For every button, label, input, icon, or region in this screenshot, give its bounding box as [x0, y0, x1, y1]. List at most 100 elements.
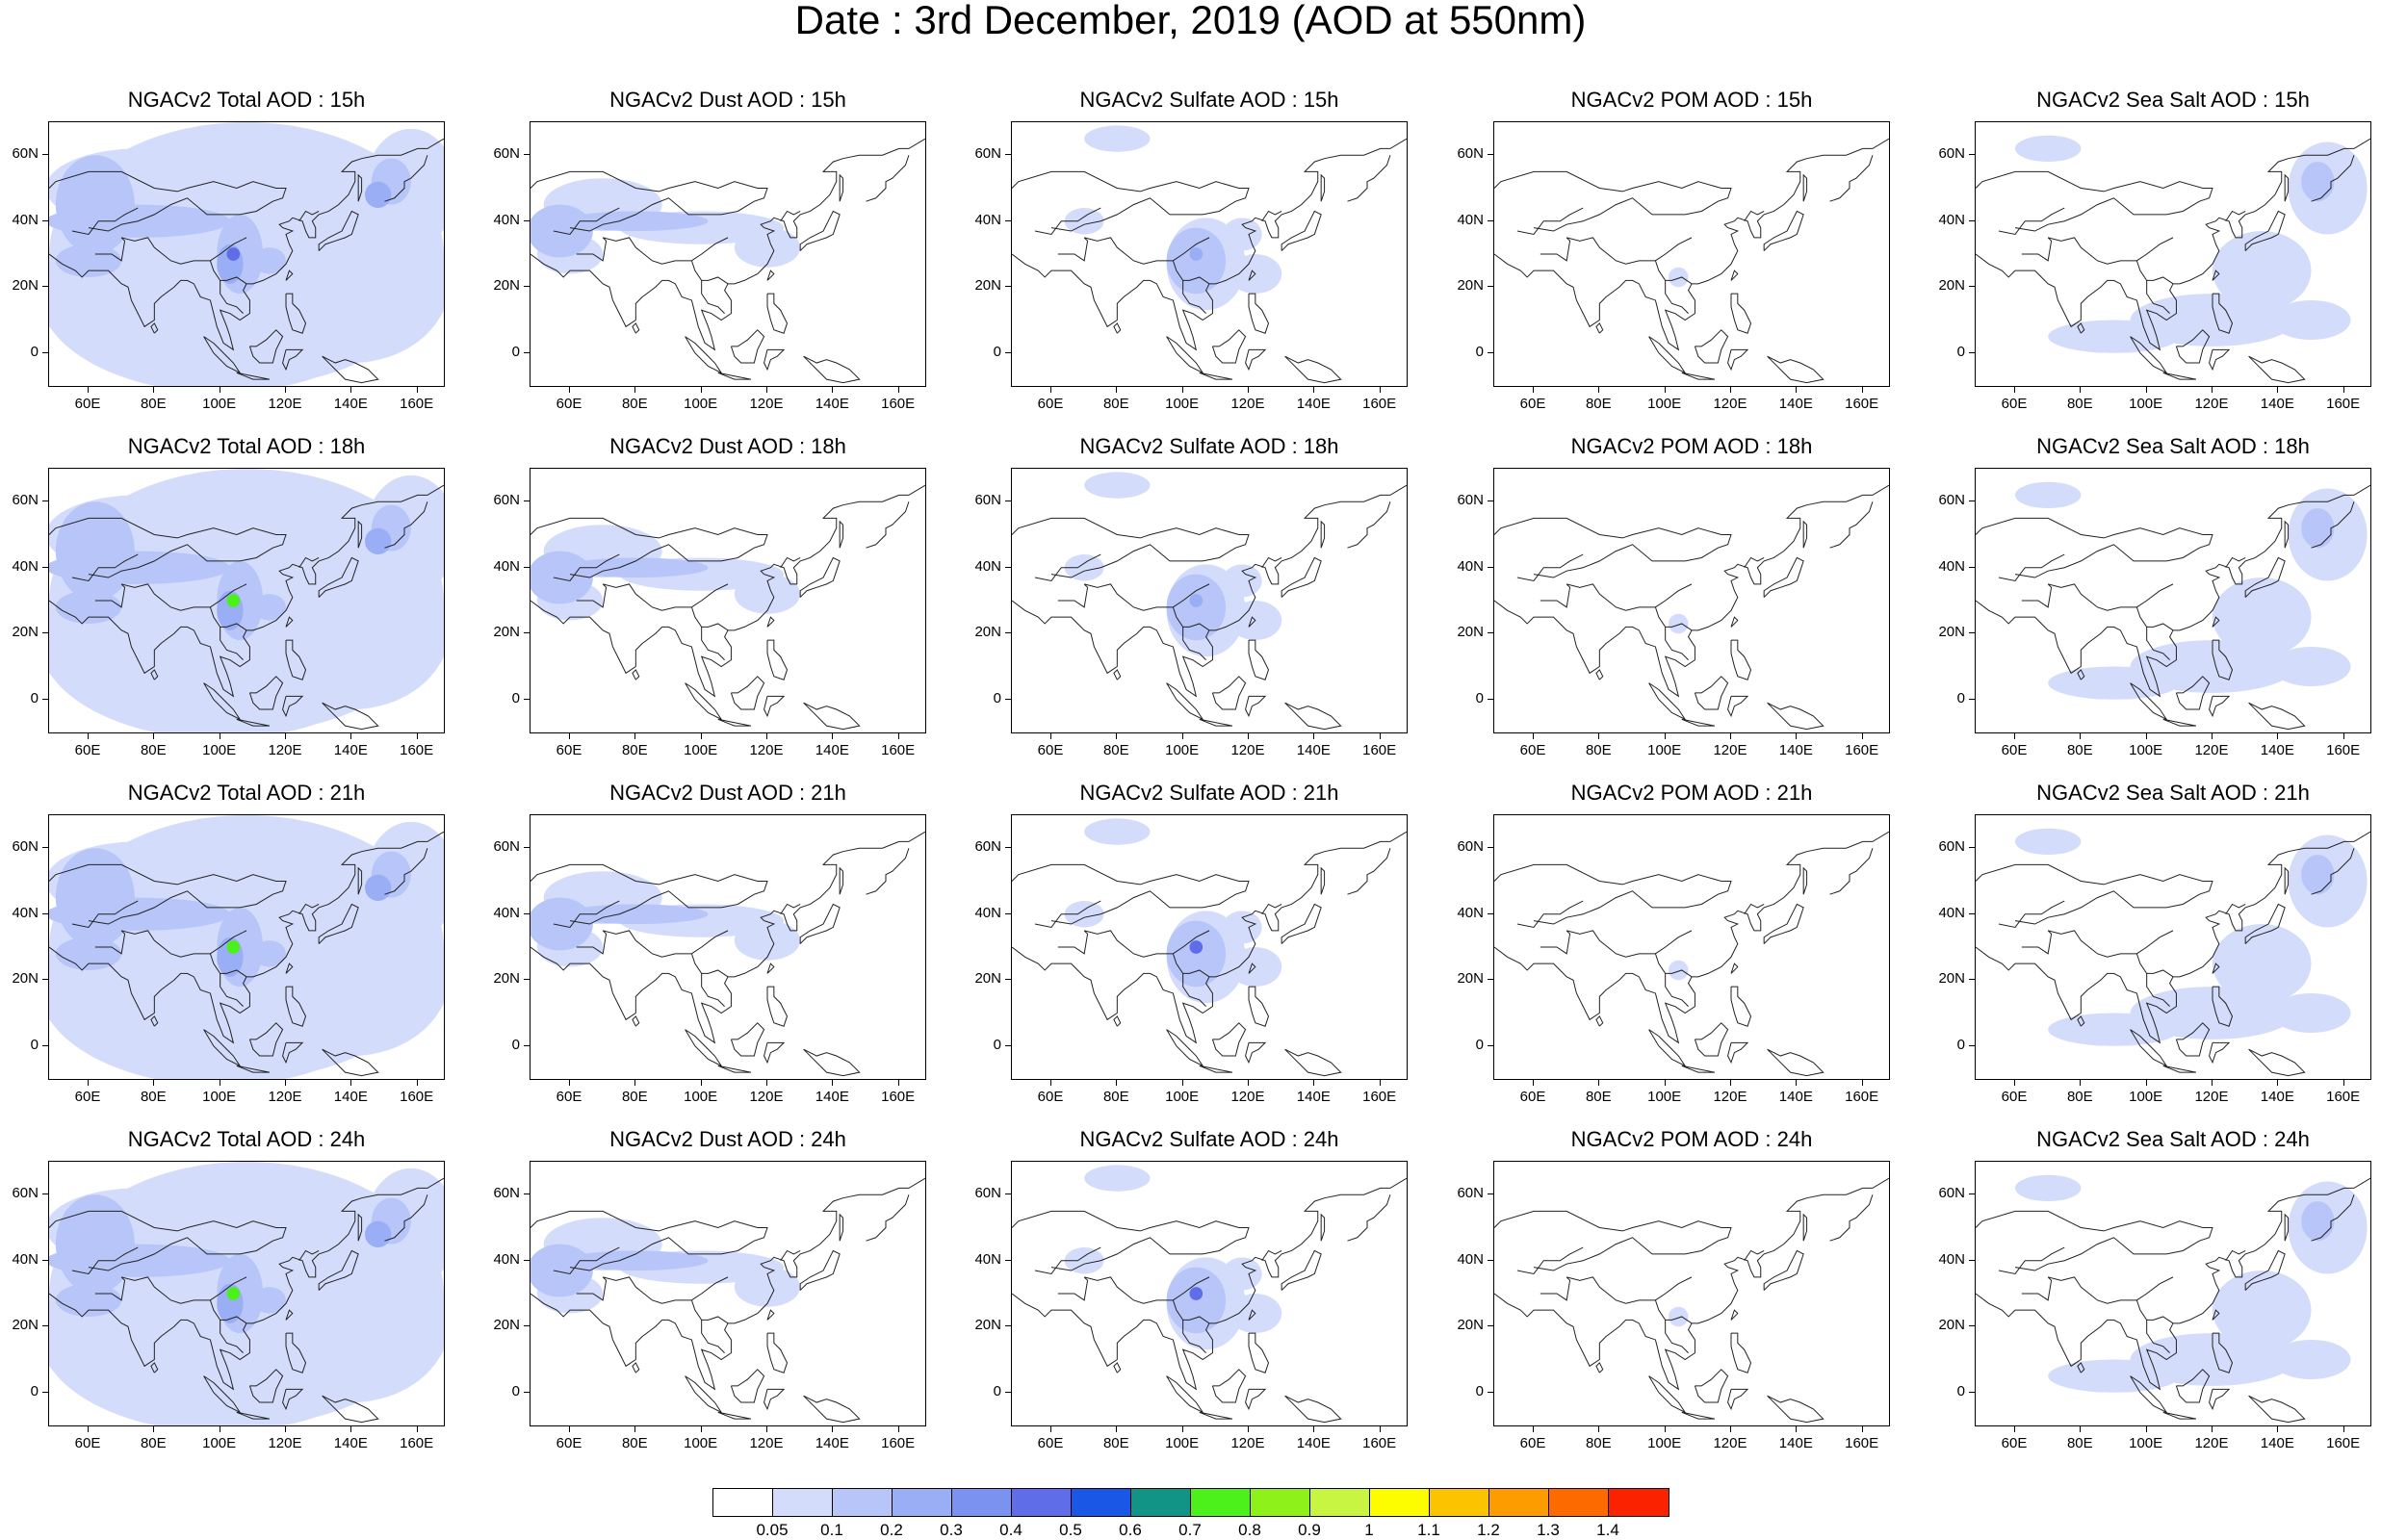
- coastline: [2077, 1015, 2085, 1027]
- coastline: [1182, 280, 1206, 315]
- coastline: [384, 1194, 428, 1242]
- lon-tick: [2145, 1426, 2147, 1432]
- lon-label: 160E: [881, 742, 916, 758]
- coastline: [685, 336, 723, 374]
- colorbar-label: 1.1: [1417, 1521, 1440, 1539]
- aod-blob: [531, 897, 593, 951]
- aod-blob: [1222, 218, 1262, 251]
- lat-tick: [524, 1044, 530, 1046]
- aod-field: [49, 469, 444, 732]
- colorbar-cell: [1251, 1489, 1310, 1516]
- aod-blob: [55, 501, 135, 601]
- lon-tick: [1379, 1080, 1381, 1086]
- coastline: [2284, 520, 2290, 549]
- lat-label: 60N: [1938, 838, 1965, 856]
- lon-tick: [1796, 733, 1798, 739]
- coastline: [384, 501, 428, 549]
- aod-colorbar: [712, 1488, 1669, 1517]
- lon-label: 60E: [1037, 1435, 1064, 1451]
- coastline: [285, 1309, 294, 1321]
- lat-label: 0: [511, 1382, 520, 1399]
- lon-label: 100E: [1165, 742, 1200, 758]
- lon-tick: [1598, 1080, 1600, 1086]
- lat-tick: [1005, 1259, 1011, 1261]
- lon-label: 60E: [74, 1089, 101, 1105]
- lon-label: 80E: [1585, 1435, 1612, 1451]
- lon-tick: [1796, 1080, 1798, 1086]
- lon-label: 80E: [621, 742, 648, 758]
- lat-label: 40N: [1457, 904, 1484, 921]
- coastline: [866, 848, 910, 895]
- lat-tick: [1488, 500, 1493, 502]
- coastline: [1012, 517, 1250, 578]
- coastline: [603, 237, 729, 285]
- colorbar-label: 0.5: [1059, 1521, 1082, 1539]
- lon-label: 80E: [140, 396, 167, 412]
- lon-label: 80E: [1102, 742, 1129, 758]
- coastline: [49, 831, 444, 1044]
- lon-label: 140E: [2260, 396, 2294, 412]
- coastline: [1320, 173, 1326, 202]
- lon-tick: [2212, 1080, 2213, 1086]
- lat-label: 20N: [12, 624, 39, 641]
- coastline: [1211, 1369, 1247, 1403]
- coastline: [2244, 1249, 2286, 1291]
- aod-blob: [1064, 1247, 1104, 1274]
- lat-label: 60N: [12, 145, 39, 163]
- lat-tick: [1488, 1044, 1493, 1046]
- lon-label: 120E: [749, 1089, 784, 1105]
- coastline: [766, 293, 789, 334]
- aod-blob: [734, 574, 801, 614]
- aod-blob: [365, 181, 392, 209]
- lon-tick: [2014, 387, 2015, 393]
- coastline: [282, 1041, 304, 1065]
- coastline: [1166, 336, 1204, 374]
- map-panel-pom: [1493, 814, 1890, 1080]
- coastline: [220, 627, 244, 661]
- lon-label: 60E: [556, 1089, 582, 1105]
- coastline: [94, 930, 126, 955]
- lon-label: 120E: [2194, 742, 2229, 758]
- aod-blob: [2213, 231, 2312, 311]
- lon-tick: [285, 733, 286, 739]
- lon-label: 100E: [684, 396, 718, 412]
- coastline: [2212, 962, 2220, 974]
- coastline: [2175, 676, 2211, 710]
- coastline: [94, 237, 126, 262]
- coastline: [2021, 930, 2053, 955]
- coastline: [282, 1388, 304, 1411]
- coastline: [1084, 583, 1210, 631]
- colorbar-cell: [1489, 1489, 1549, 1516]
- coastline: [1681, 718, 1716, 727]
- lon-tick: [2014, 1426, 2015, 1432]
- coastline: [1012, 863, 1250, 925]
- coastline: [1284, 1048, 1342, 1077]
- coastline: [1767, 1048, 1825, 1077]
- coastline: [1595, 1362, 1604, 1373]
- coastline: [1665, 280, 1689, 315]
- aod-blob: [734, 227, 801, 268]
- coastline: [71, 900, 139, 929]
- lat-tick: [524, 632, 530, 634]
- coastline: [685, 682, 723, 721]
- aod-blob: [531, 1244, 593, 1297]
- colorbar-cell: [1310, 1489, 1370, 1516]
- aod-blob: [252, 247, 286, 274]
- coastline: [2209, 695, 2231, 718]
- aod-field: [1494, 484, 1889, 731]
- lon-label: 160E: [881, 396, 916, 412]
- lon-label: 140E: [1778, 396, 1813, 412]
- coastline: [2244, 903, 2286, 944]
- lon-tick: [1598, 733, 1600, 739]
- coastline: [1730, 270, 1739, 281]
- coastline: [1976, 170, 2213, 232]
- lon-label: 60E: [1519, 396, 1546, 412]
- lon-label: 140E: [1778, 742, 1813, 758]
- coastline: [220, 973, 244, 1008]
- lon-label: 140E: [1778, 1435, 1813, 1451]
- coastline: [220, 1320, 244, 1354]
- lon-label: 60E: [1037, 396, 1064, 412]
- lat-tick: [1488, 912, 1493, 914]
- aod-blob: [1084, 818, 1151, 845]
- colorbar-cell: [713, 1489, 773, 1516]
